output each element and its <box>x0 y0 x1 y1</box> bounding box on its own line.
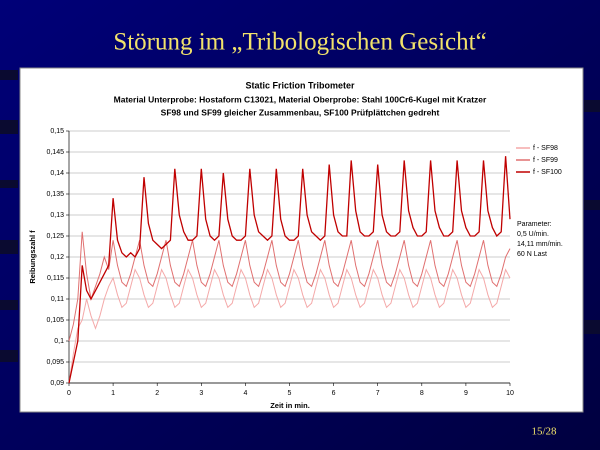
y-tick-label: 0,125 <box>46 233 64 240</box>
y-tick-label: 0,115 <box>47 275 64 282</box>
y-tick-label: 0,11 <box>51 296 64 303</box>
y-tick-label: 0,09 <box>50 380 64 387</box>
x-axis-label: Zeit in min. <box>270 401 310 410</box>
chart-subtitle: SF98 und SF99 gleicher Zusammenbau, SF10… <box>161 107 440 117</box>
x-tick-label: 10 <box>506 390 514 397</box>
stripes <box>0 70 600 362</box>
chart-subtitle: Material Unterprobe: Hostaform C13021, M… <box>114 94 487 104</box>
y-tick-label: 0,145 <box>46 149 64 156</box>
x-tick-label: 0 <box>67 390 71 397</box>
series-line <box>68 231 511 342</box>
x-tick-label: 4 <box>243 390 247 397</box>
x-tick-label: 2 <box>155 390 159 397</box>
y-tick-label: 0,1 <box>54 338 64 345</box>
chart-title: Static Friction Tribometer <box>245 80 355 90</box>
series-line <box>68 156 511 384</box>
x-tick-label: 9 <box>464 390 468 397</box>
slide-title: Störung im „Tribologischen Gesicht“ <box>113 29 486 56</box>
x-tick-label: 7 <box>376 390 380 397</box>
x-tick-label: 1 <box>111 390 115 397</box>
annotation: Parameter: <box>517 221 552 228</box>
page-number: 15/28 <box>531 426 557 438</box>
annotation: 0,5 U/min. <box>517 231 549 238</box>
x-tick-label: 3 <box>199 390 203 397</box>
y-tick-label: 0,095 <box>46 359 64 366</box>
y-tick-label: 0,105 <box>46 317 64 324</box>
y-tick-label: 0,13 <box>50 212 64 219</box>
x-tick-label: 8 <box>420 390 424 397</box>
y-tick-label: 0,135 <box>46 191 64 198</box>
y-tick-label: 0,12 <box>50 254 64 261</box>
series-line <box>68 268 511 384</box>
legend-label: f - SF100 <box>533 169 562 176</box>
legend-label: f - SF98 <box>533 145 558 152</box>
y-tick-label: 0,15 <box>50 128 64 135</box>
legend-label: f - SF99 <box>533 157 558 164</box>
x-tick-label: 6 <box>332 390 336 397</box>
annotation: 60 N Last <box>517 251 547 258</box>
annotation: 14,11 mm/min. <box>517 241 563 248</box>
x-tick-label: 5 <box>288 390 292 397</box>
y-axis-label: Reibungszahl f <box>28 230 37 284</box>
y-tick-label: 0,14 <box>50 170 64 177</box>
